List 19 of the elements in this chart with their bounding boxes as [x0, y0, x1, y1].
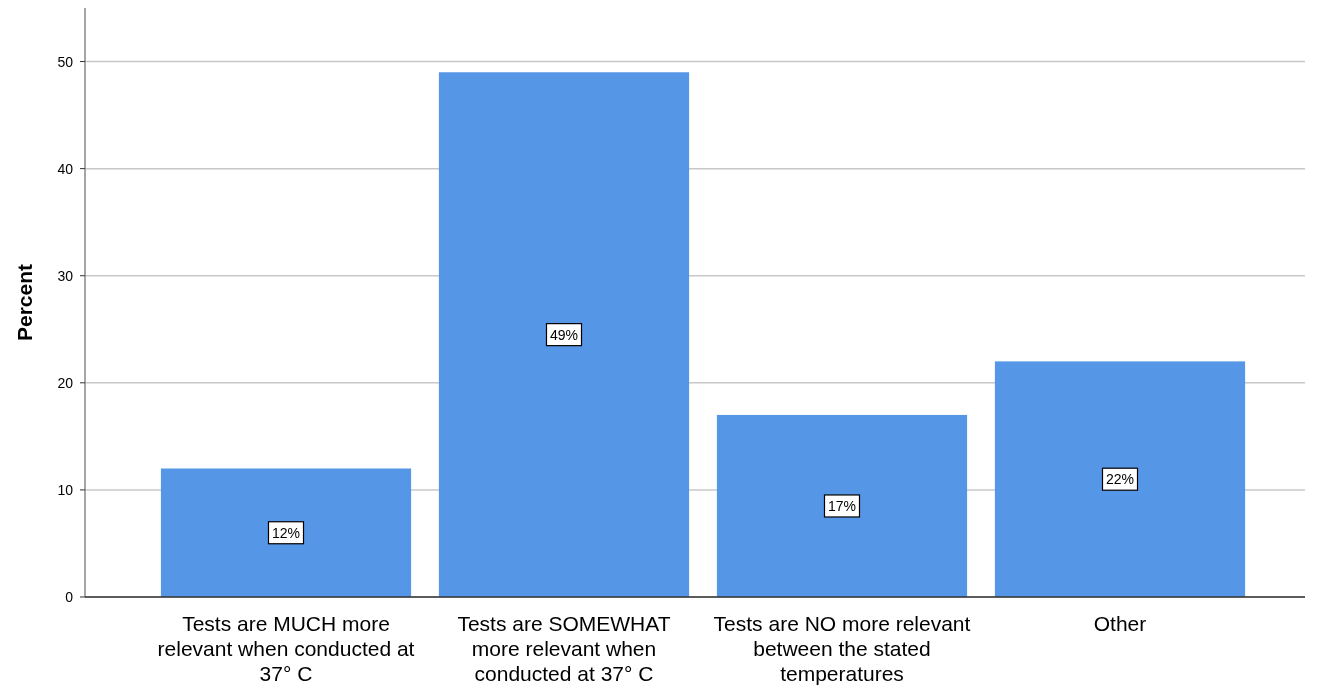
bar	[438, 72, 690, 597]
data-label: 17%	[827, 497, 857, 514]
data-label: 49%	[549, 326, 579, 343]
y-tick-label: 0	[65, 589, 74, 605]
x-tick-label: Other	[1093, 612, 1147, 635]
bar	[994, 361, 1246, 597]
data-label: 22%	[1105, 471, 1135, 488]
x-tick-label: Tests are NO more relevant between the stated temperatures	[713, 612, 971, 685]
y-tick-label: 10	[57, 481, 74, 498]
y-axis-title: Percent	[13, 263, 36, 342]
y-tick-label: 50	[57, 53, 74, 70]
y-tick-label: 40	[57, 160, 74, 177]
x-tick-label: Tests are SOMEWHAT more relevant when conducted at 37° C	[457, 612, 671, 685]
data-label: 12%	[271, 524, 301, 541]
bar	[716, 414, 968, 597]
x-tick-label: Tests are MUCH more relevant when conducted at 37° C	[157, 612, 415, 685]
y-tick-label: 20	[57, 374, 74, 391]
bar	[160, 468, 412, 597]
y-tick-label: 30	[57, 267, 74, 284]
